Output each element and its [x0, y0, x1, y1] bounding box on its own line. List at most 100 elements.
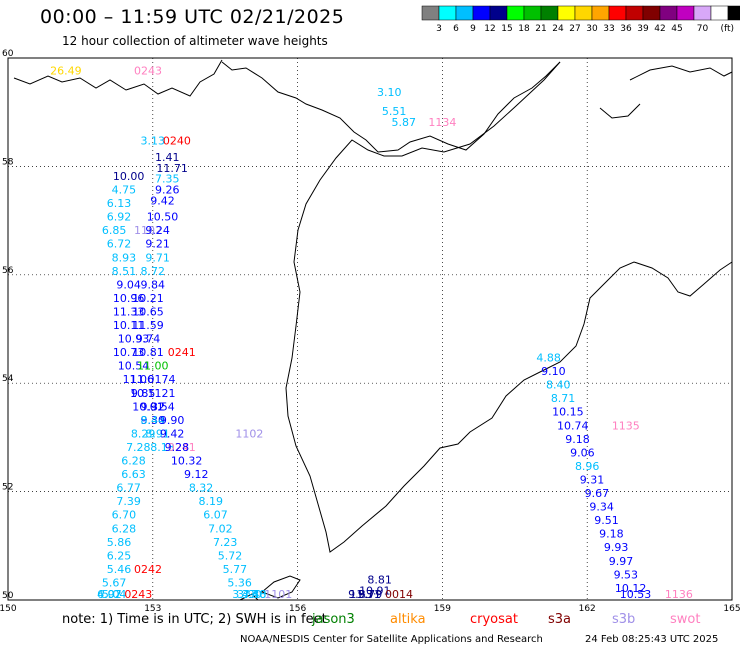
wave-height-label: 0241: [168, 346, 196, 359]
wave-height-label: 0242: [134, 563, 162, 576]
wave-height-label: 3.90: [237, 588, 262, 601]
wave-height-label: 6.72: [107, 238, 132, 251]
legend-tick-label: 3: [436, 24, 442, 34]
footer-timestamp: 24 Feb 08:25:43 UTC 2025: [585, 634, 719, 645]
legend-tick-label: 36: [620, 24, 632, 34]
footer-credit: NOAA/NESDIS Center for Satellite Applica…: [240, 634, 543, 645]
wave-height-label: 7.23: [213, 536, 238, 549]
legend-tick-label: 45: [671, 24, 682, 34]
wave-height-label: 11.00: [137, 360, 169, 373]
wave-height-label: 8.32: [189, 482, 214, 495]
chart-title: 00:00 – 11:59 UTC 02/21/2025: [40, 6, 345, 28]
wave-height-label: 5.72: [218, 549, 243, 562]
wave-height-label: 0014: [385, 588, 413, 601]
wave-height-label: 9.24: [145, 224, 170, 237]
legend-tick-label: 42: [654, 24, 665, 34]
x-tick-label: 150: [0, 604, 17, 614]
coastline-kamchatka: [285, 61, 733, 553]
wave-height-label: 9.18: [565, 433, 590, 446]
wave-height-label: 4.75: [112, 184, 137, 197]
wave-height-label: 9.79: [358, 588, 383, 601]
coastline-northeast: [599, 65, 733, 119]
legend-tick-label: 18: [518, 24, 530, 34]
wave-height-label: 9.83: [348, 588, 373, 601]
x-tick-label: 162: [579, 604, 596, 614]
satellite-legend-cryosat: cryosat: [470, 612, 518, 627]
legend-tick-label: 12: [484, 24, 495, 34]
wave-height-label: 11.0174: [130, 373, 176, 386]
wave-height-label: 10.73: [113, 346, 145, 359]
wave-height-label: 11.59: [132, 319, 164, 332]
satellite-legend-altika: altika: [390, 612, 426, 627]
wave-height-label: 10.1121: [130, 387, 176, 400]
legend-tick-label: 24: [552, 24, 564, 34]
wave-height-label: 9.31: [580, 473, 605, 486]
y-tick-label: 56: [2, 266, 14, 276]
wave-height-label: 4.88: [536, 352, 561, 365]
wave-height-label: 10.91: [359, 585, 391, 598]
plot-frame: [7, 57, 733, 601]
wave-height-label: 4.38: [242, 588, 267, 601]
wave-height-label: 10.81: [132, 346, 164, 359]
footer-note: note: 1) Time is in UTC; 2) SWH is in fe…: [62, 612, 327, 627]
legend-swatch: [727, 5, 740, 21]
wave-height-label: 9.53: [614, 568, 639, 581]
wave-height-label: 9.32: [141, 400, 166, 413]
wave-height-label: 0240: [163, 135, 191, 148]
satellite-legend-swot: swot: [670, 612, 701, 627]
wave-height-label: 10.00: [113, 170, 145, 183]
wave-height-label: 8.29: [131, 427, 156, 440]
wave-height-label: 8.51: [112, 265, 137, 278]
wave-height-label: 6.28: [121, 455, 146, 468]
wave-height-label: 10.01: [132, 400, 164, 413]
x-tick-label: 165: [723, 604, 740, 614]
wave-height-label: 8.19: [198, 495, 223, 508]
wave-height-label: 8.71: [551, 392, 576, 405]
wave-height-label: 5.04: [102, 588, 127, 601]
wave-height-label: 1.41: [155, 151, 180, 164]
wave-height-label: 9.85: [131, 387, 156, 400]
wave-height-label: 1136: [665, 588, 693, 601]
kuril-islands: [239, 575, 301, 601]
y-tick-label: 58: [2, 157, 14, 167]
satellite-legend-s3a: s3a: [548, 612, 572, 627]
wave-height-label: 9.71: [145, 251, 170, 264]
wave-height-label: 11.71: [156, 162, 188, 175]
wave-height-label: 5.77: [223, 563, 248, 576]
wave-height-label: 1101: [264, 588, 292, 601]
wave-height-label: 3.40: [242, 588, 267, 601]
wave-height-label: 10.15: [552, 406, 584, 419]
wave-height-label: 5.51: [382, 105, 407, 118]
wave-height-label: 6.07: [97, 588, 122, 601]
legend-unit: (ft): [720, 24, 734, 34]
wave-height-label: 9.10: [541, 365, 566, 378]
wave-height-label: 9.30: [141, 414, 166, 427]
color-legend: 3 6 9 12 15 18 21 24 27 30 33 36 39 42 45 70 (ft): [421, 5, 740, 34]
wave-height-label: 4.92: [97, 588, 122, 601]
wave-height-label: 5.86: [107, 536, 132, 549]
wave-height-label: 5.87: [392, 116, 417, 129]
wave-height-label: 1135: [612, 419, 640, 432]
wave-height-label: 11.33: [113, 305, 145, 318]
wave-height-label: 9.97: [609, 555, 634, 568]
wave-height-label: 9.74: [136, 333, 161, 346]
wave-height-label: 9.34: [589, 501, 614, 514]
x-tick-label: 156: [289, 604, 306, 614]
satellite-legend-jason3: jason3: [312, 612, 355, 627]
wave-height-label: 5.67: [102, 576, 127, 589]
wave-height-label: 9.06: [570, 446, 595, 459]
wave-height-label: 1134: [428, 116, 456, 129]
wave-height-label: 6.85: [102, 224, 127, 237]
wave-height-label: 8.81: [367, 574, 392, 587]
x-tick-label: 159: [434, 604, 451, 614]
wave-height-label: 0243: [124, 588, 152, 601]
wave-height-label: 10.65: [132, 305, 164, 318]
wave-height-label: 10.12: [615, 582, 647, 595]
wave-height-label: 9.18: [599, 528, 624, 541]
wave-height-label: 9.42: [150, 194, 175, 207]
wave-height-label: 8.13: [150, 441, 175, 454]
wave-height-label: 10.11: [113, 319, 145, 332]
legend-tick-label: 15: [501, 24, 512, 34]
y-tick-label: 54: [2, 374, 14, 384]
wave-height-label: 7.02: [208, 522, 233, 535]
